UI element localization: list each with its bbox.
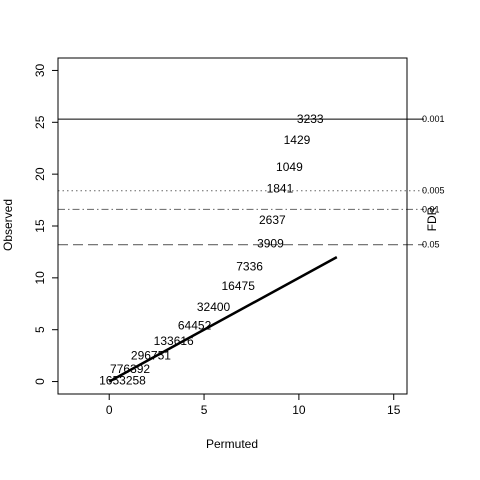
- point-count-label: 776392: [110, 362, 150, 376]
- point-count-label: 133616: [154, 334, 194, 348]
- plot-frame: [57, 57, 408, 395]
- point-count-label: 64452: [178, 319, 212, 333]
- point-count-label: 1841: [267, 182, 294, 196]
- point-count-label: 32400: [197, 300, 231, 314]
- y-tick-label: 10: [33, 271, 47, 285]
- point-count-label: 2637: [259, 213, 286, 227]
- point-count-label: 3909: [257, 237, 284, 251]
- x-axis: 0 5 10 15: [106, 393, 401, 417]
- point-count-label: 16475: [222, 279, 256, 293]
- point-count-label: 7336: [236, 259, 263, 273]
- plot-lines-layer: [58, 118, 424, 383]
- fdr-tick-label: 0.001: [422, 114, 445, 124]
- right-axis-label: FDR: [425, 206, 439, 231]
- y-tick-label: 5: [33, 326, 47, 333]
- y-tick-label: 30: [33, 63, 47, 77]
- x-tick-label: 5: [201, 403, 208, 417]
- y-axis: 0 5 10 15 20 25 30: [33, 63, 59, 385]
- x-axis-label: Permuted: [206, 437, 258, 451]
- fdr-tick-label: 0.005: [422, 186, 445, 196]
- right-fdr-axis: 0.001 0.005 0.01 0.05: [406, 114, 445, 250]
- observed-vs-permuted-line: [108, 256, 338, 383]
- point-count-label: 3233: [297, 112, 324, 126]
- y-tick-label: 0: [33, 378, 47, 385]
- fdr-tick-label: 0.01: [422, 204, 440, 214]
- y-axis-label: Observed: [1, 199, 15, 251]
- fdr-tick-label: 0.05: [422, 240, 440, 250]
- x-tick-label: 0: [106, 403, 113, 417]
- point-count-label: 1049: [276, 160, 303, 174]
- point-count-label: 1429: [284, 133, 311, 147]
- y-tick-label: 15: [33, 219, 47, 233]
- point-count-label: 296751: [131, 349, 171, 363]
- point-count-label: 1653258: [99, 374, 146, 388]
- x-tick-label: 10: [292, 403, 306, 417]
- y-tick-label: 20: [33, 167, 47, 181]
- x-tick-label: 15: [387, 403, 401, 417]
- y-tick-label: 25: [33, 115, 47, 129]
